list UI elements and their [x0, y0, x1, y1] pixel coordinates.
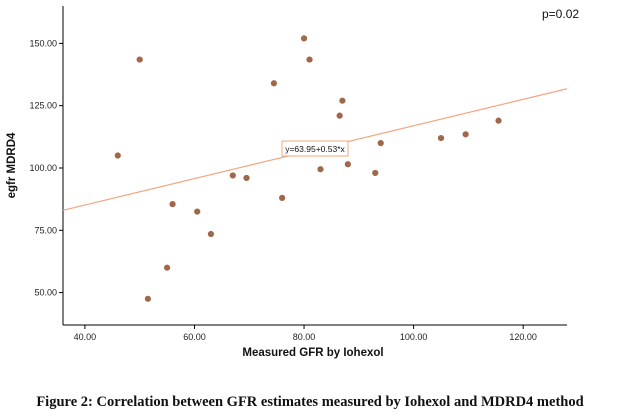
data-point	[279, 194, 286, 201]
data-point	[207, 230, 215, 238]
x-tick-label: 100.00	[400, 332, 428, 342]
data-point	[317, 166, 324, 173]
data-point	[229, 172, 236, 179]
y-tick-label: 125.00	[29, 101, 57, 111]
data-point	[136, 56, 143, 63]
fit-label-box	[281, 140, 349, 157]
axes: 40.00 60.00 80.00 100.00 120.00 50.00 75.00 100…	[29, 6, 567, 342]
data-point	[377, 139, 384, 147]
data-point	[495, 117, 502, 124]
y-tick-label: 100.00	[29, 163, 57, 173]
data-point	[243, 174, 250, 182]
figure-caption: Figure 2: Correlation between GFR estima…	[36, 394, 584, 410]
data-point	[344, 161, 351, 168]
data-point	[300, 35, 308, 42]
y-tick-label: 50.00	[34, 288, 57, 298]
data-point	[163, 264, 171, 271]
data-point	[169, 201, 176, 208]
data-point	[462, 131, 469, 138]
y-axis-title: egfr MDRD4	[6, 132, 18, 198]
x-tick-label: 40.00	[74, 332, 97, 342]
y-tick-label: 150.00	[29, 38, 57, 48]
data-point	[372, 169, 379, 177]
x-tick-label: 120.00	[509, 332, 537, 342]
data-point	[114, 152, 121, 159]
p-value-label: p=0.02	[542, 7, 579, 21]
x-tick-label: 60.00	[183, 332, 206, 342]
scatter-chart: 40.00 60.00 80.00 100.00 120.00 50.00 75.00 100…	[6, 6, 579, 359]
data-point	[437, 134, 445, 142]
y-tick-label: 75.00	[34, 225, 57, 235]
data-point	[144, 295, 152, 302]
fit-equation-label: y=63.95+0.53*x	[285, 144, 345, 154]
data-point	[306, 56, 313, 63]
data-point	[194, 208, 201, 215]
data-point	[336, 112, 343, 119]
data-points	[114, 35, 502, 302]
x-axis-title: Measured GFR by Iohexol	[242, 347, 383, 359]
data-point	[339, 97, 346, 104]
chart-labels: Measured GFR by Iohexol egfr MDRD4 y=63.95…	[6, 7, 579, 359]
data-point	[270, 80, 278, 87]
x-tick-label: 80.00	[293, 332, 316, 342]
